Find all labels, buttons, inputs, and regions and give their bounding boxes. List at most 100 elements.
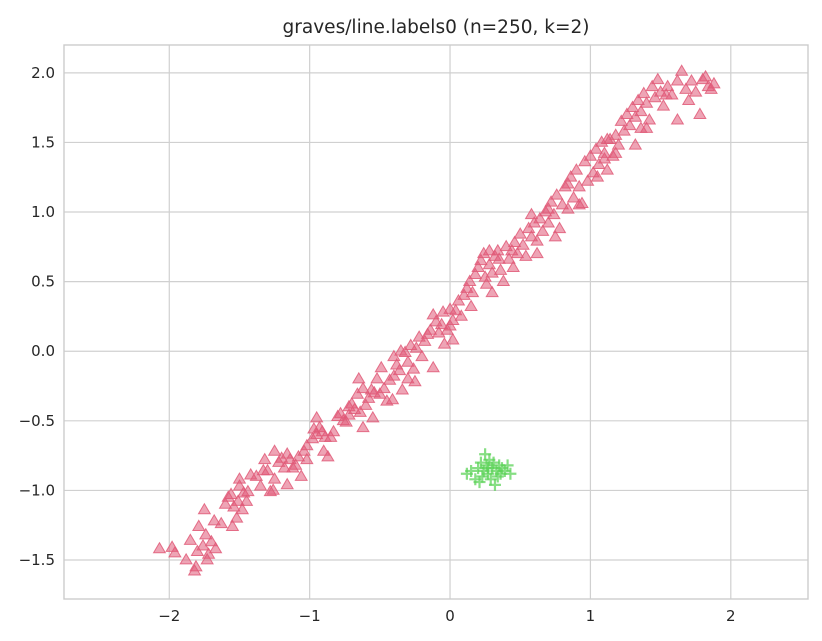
data-point-triangle (423, 323, 438, 335)
data-point-triangle (359, 398, 373, 410)
data-point-triangle (704, 82, 718, 94)
x-tick-label: −1 (299, 607, 321, 625)
y-tick-label: 2.0 (31, 64, 55, 82)
data-point-triangle (561, 202, 575, 214)
x-tick-label: −2 (158, 607, 180, 625)
data-point-triangle (597, 151, 612, 164)
data-point-plus (480, 459, 493, 472)
data-point-triangle (530, 246, 544, 259)
data-point-triangle (659, 87, 673, 100)
data-point-triangle (651, 72, 665, 85)
data-point-triangle (468, 267, 483, 280)
data-point-triangle (471, 260, 485, 273)
data-point-triangle (590, 170, 605, 182)
y-tick-label: 0.5 (31, 273, 55, 291)
data-point-triangle (465, 285, 480, 298)
data-point-triangle (207, 513, 221, 526)
data-point-triangle (409, 341, 424, 353)
data-point-triangle (679, 82, 693, 94)
data-point-triangle (448, 303, 463, 316)
data-point-plus (476, 470, 489, 483)
data-point-triangle (524, 207, 539, 220)
x-tick-label: 2 (726, 607, 736, 625)
data-point-triangle (297, 444, 311, 456)
data-point-triangle (204, 534, 219, 547)
data-point-triangle (600, 163, 615, 175)
data-point-plus (474, 456, 487, 469)
data-point-triangle (277, 460, 292, 473)
data-point-triangle (707, 76, 721, 89)
data-point-triangle (179, 552, 193, 565)
data-point-triangle (617, 124, 631, 136)
data-point-triangle (479, 277, 494, 289)
data-point-triangle (267, 444, 282, 456)
data-point-triangle (374, 360, 389, 373)
data-point-triangle (356, 381, 370, 394)
data-point-triangle (530, 234, 544, 246)
x-tick-label: 0 (445, 607, 455, 625)
data-point-triangle (434, 317, 449, 330)
data-point-triangle (235, 502, 250, 515)
data-point-triangle (482, 257, 497, 270)
data-point-triangle (168, 545, 182, 558)
data-point-plus (487, 456, 500, 469)
data-point-triangle (239, 494, 254, 506)
data-point-triangle (600, 132, 615, 144)
data-point-triangle (231, 494, 245, 506)
data-point-triangle (628, 110, 643, 122)
data-point-triangle (625, 100, 640, 112)
data-point-triangle (485, 285, 499, 298)
data-point-triangle (631, 93, 645, 106)
data-point-triangle (214, 516, 228, 529)
data-point-triangle (645, 79, 659, 92)
data-point-triangle (353, 405, 367, 417)
data-point-plus (501, 459, 514, 472)
data-point-triangle (502, 252, 516, 264)
data-point-plus (473, 476, 486, 489)
data-point-triangle (513, 227, 527, 239)
data-point-triangle (373, 387, 387, 399)
data-point-triangle (387, 349, 401, 362)
data-point-triangle (636, 86, 651, 99)
data-point-triangle (361, 391, 376, 403)
data-point-triangle (232, 479, 247, 491)
data-point-triangle (555, 197, 570, 210)
data-point-triangle (356, 420, 370, 433)
data-point-triangle (291, 449, 306, 462)
data-point-triangle (342, 408, 356, 420)
data-point-triangle (548, 229, 563, 242)
data-point-triangle (200, 552, 214, 565)
data-point-triangle (260, 463, 275, 476)
data-point-triangle (229, 511, 244, 523)
data-point-triangle (316, 444, 331, 456)
data-point-triangle (199, 527, 213, 540)
data-point-triangle (446, 332, 460, 345)
data-point-triangle (648, 90, 662, 103)
data-point-triangle (395, 383, 410, 395)
data-point-triangle (634, 104, 648, 117)
data-point-triangle (521, 221, 536, 234)
data-point-triangle (406, 362, 421, 374)
data-point-triangle (569, 163, 584, 175)
data-point-triangle (519, 249, 533, 261)
data-point-triangle (352, 371, 366, 384)
data-point-triangle (323, 430, 338, 442)
data-point-triangle (201, 547, 216, 559)
data-point-triangle (496, 274, 511, 286)
data-point-plus (504, 467, 517, 480)
data-point-triangle (377, 381, 391, 394)
data-point-triangle (492, 252, 506, 264)
data-point-triangle (698, 69, 713, 82)
data-point-triangle (426, 360, 440, 373)
y-tick-label: 0.0 (31, 342, 55, 360)
data-point-triangle (688, 85, 703, 97)
data-point-triangle (418, 334, 432, 346)
data-point-triangle (288, 458, 303, 470)
data-point-triangle (401, 355, 415, 367)
y-tick-label: 1.5 (31, 133, 55, 151)
data-point-triangle (183, 533, 198, 545)
data-point-triangle (326, 424, 341, 437)
data-point-triangle (572, 179, 586, 192)
data-point-triangle (684, 74, 699, 86)
data-point-triangle (693, 107, 707, 119)
